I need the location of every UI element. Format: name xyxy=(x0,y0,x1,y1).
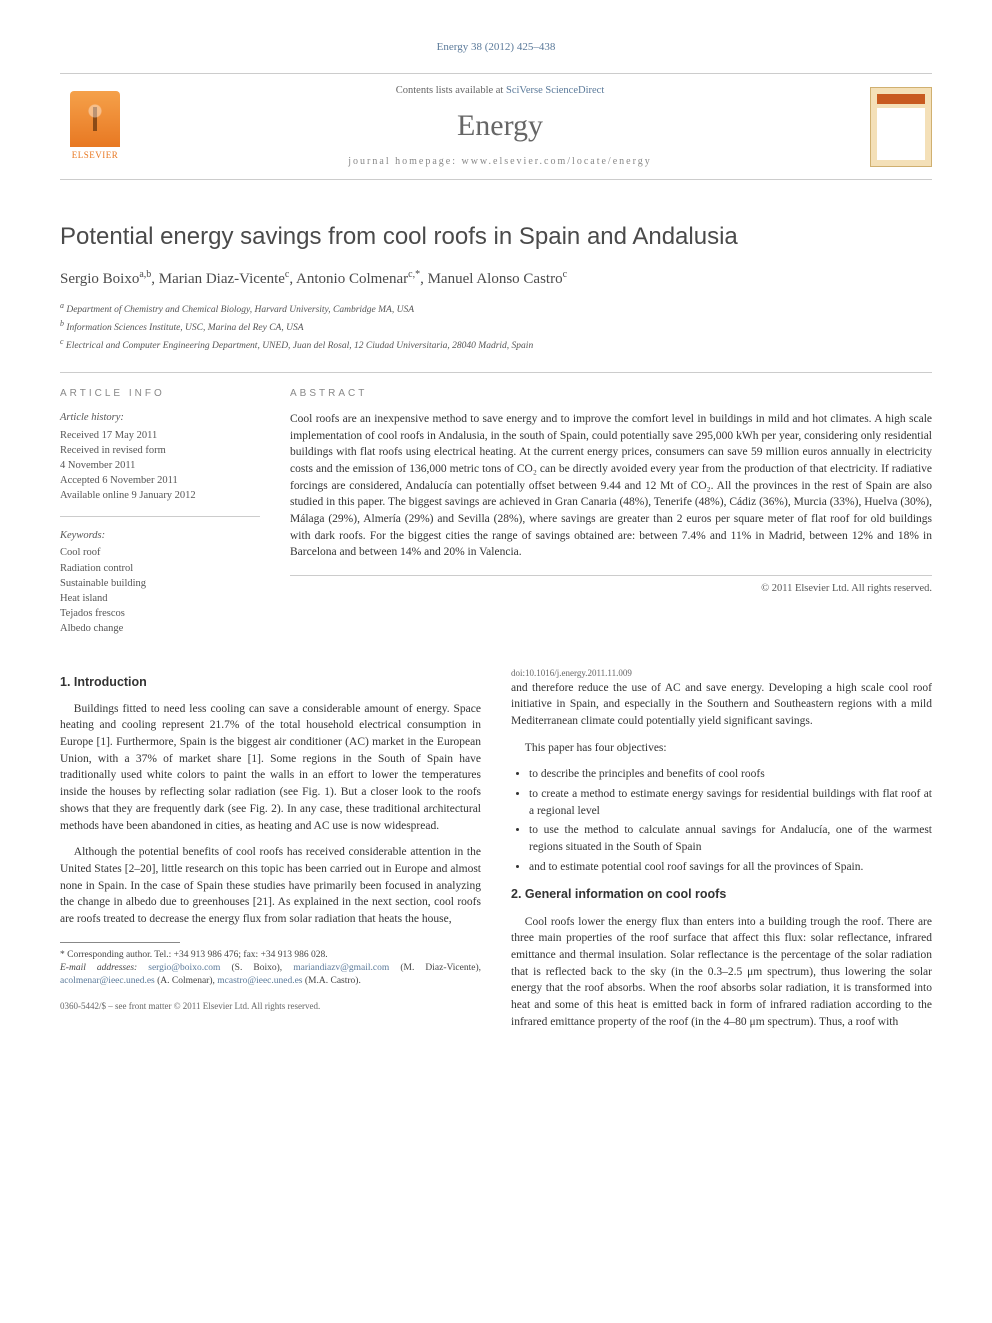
abstract-copyright: © 2011 Elsevier Ltd. All rights reserved… xyxy=(290,582,932,597)
objective-item: to create a method to estimate energy sa… xyxy=(529,786,932,819)
email-addresses: E-mail addresses: sergio@boixo.com (S. B… xyxy=(60,962,481,989)
elsevier-tree-icon xyxy=(70,91,120,147)
keyword: Cool roof xyxy=(60,545,260,560)
front-matter-line: 0360-5442/$ – see front matter © 2011 El… xyxy=(60,1000,481,1013)
publisher-name: ELSEVIER xyxy=(72,149,119,162)
abstract-text: Cool roofs are an inexpensive method to … xyxy=(290,411,932,576)
email-link[interactable]: mariandiazv@gmail.com xyxy=(293,963,389,973)
section-heading-intro: 1. Introduction xyxy=(60,673,481,691)
body-paragraph: and therefore reduce the use of AC and s… xyxy=(511,680,932,730)
masthead: ELSEVIER Contents lists available at Sci… xyxy=(60,73,932,180)
abstract-column: ABSTRACT Cool roofs are an inexpensive m… xyxy=(290,387,932,637)
header-citation: Energy 38 (2012) 425–438 xyxy=(60,40,932,55)
corresponding-author-note: * Corresponding author. Tel.: +34 913 98… xyxy=(60,949,481,962)
info-abstract-row: ARTICLE INFO Article history: Received 1… xyxy=(60,372,932,637)
author[interactable]: Antonio Colmenarc,* xyxy=(296,271,420,287)
article-info-label: ARTICLE INFO xyxy=(60,387,260,401)
history-line: Received 17 May 2011 xyxy=(60,428,260,443)
objectives-list: to describe the principles and benefits … xyxy=(529,766,932,875)
homepage-label: journal homepage: xyxy=(348,156,461,167)
doi-line: doi:10.1016/j.energy.2011.11.009 xyxy=(511,667,932,680)
history-label: Article history: xyxy=(60,411,260,426)
footnotes: * Corresponding author. Tel.: +34 913 98… xyxy=(60,949,481,989)
email-link[interactable]: sergio@boixo.com xyxy=(148,963,220,973)
keywords-block: Keywords: Cool roof Radiation control Su… xyxy=(60,529,260,637)
article-body: 1. Introduction Buildings fitted to need… xyxy=(60,667,932,1033)
keyword: Tejados frescos xyxy=(60,606,260,621)
article-title: Potential energy savings from cool roofs… xyxy=(60,220,932,254)
affiliations: a Department of Chemistry and Chemical B… xyxy=(60,300,932,354)
emails-label: E-mail addresses: xyxy=(60,963,148,973)
affiliation: a Department of Chemistry and Chemical B… xyxy=(60,300,932,317)
abstract-label: ABSTRACT xyxy=(290,387,932,401)
history-line: Available online 9 January 2012 xyxy=(60,488,260,503)
email-link[interactable]: mcastro@ieec.uned.es xyxy=(217,976,302,986)
history-line: Accepted 6 November 2011 xyxy=(60,473,260,488)
keyword: Albedo change xyxy=(60,621,260,636)
journal-homepage: journal homepage: www.elsevier.com/locat… xyxy=(130,155,870,169)
author[interactable]: Sergio Boixoa,b xyxy=(60,271,151,287)
journal-title: Energy xyxy=(130,105,870,147)
homepage-url[interactable]: www.elsevier.com/locate/energy xyxy=(461,156,651,167)
objective-item: to use the method to calculate annual sa… xyxy=(529,822,932,855)
author[interactable]: Marian Diaz-Vicentec xyxy=(159,271,290,287)
keywords-label: Keywords: xyxy=(60,529,260,544)
history-line: 4 November 2011 xyxy=(60,458,260,473)
contents-prefix: Contents lists available at xyxy=(396,85,506,96)
email-link[interactable]: acolmenar@ieec.uned.es xyxy=(60,976,155,986)
author[interactable]: Manuel Alonso Castroc xyxy=(428,271,567,287)
publisher-logo[interactable]: ELSEVIER xyxy=(60,88,130,166)
article-history: Article history: Received 17 May 2011 Re… xyxy=(60,411,260,517)
body-paragraph: Although the potential benefits of cool … xyxy=(60,844,481,927)
masthead-center: Contents lists available at SciVerse Sci… xyxy=(130,84,870,169)
objectives-intro: This paper has four objectives: xyxy=(511,740,932,757)
author-list: Sergio Boixoa,b, Marian Diaz-Vicentec, A… xyxy=(60,268,932,290)
article-info-column: ARTICLE INFO Article history: Received 1… xyxy=(60,387,260,637)
section-heading-general: 2. General information on cool roofs xyxy=(511,885,932,903)
objective-item: and to estimate potential cool roof savi… xyxy=(529,859,932,876)
body-paragraph: Buildings fitted to need less cooling ca… xyxy=(60,701,481,834)
affiliation: c Electrical and Computer Engineering De… xyxy=(60,336,932,353)
keyword: Radiation control xyxy=(60,561,260,576)
contents-line: Contents lists available at SciVerse Sci… xyxy=(130,84,870,99)
history-line: Received in revised form xyxy=(60,443,260,458)
objective-item: to describe the principles and benefits … xyxy=(529,766,932,783)
body-paragraph: Cool roofs lower the energy flux than en… xyxy=(511,914,932,1031)
footnote-separator xyxy=(60,942,180,943)
journal-cover-thumb xyxy=(870,87,932,167)
affiliation: b Information Sciences Institute, USC, M… xyxy=(60,318,932,335)
sciencedirect-link[interactable]: SciVerse ScienceDirect xyxy=(506,85,604,96)
keyword: Sustainable building xyxy=(60,576,260,591)
keyword: Heat island xyxy=(60,591,260,606)
